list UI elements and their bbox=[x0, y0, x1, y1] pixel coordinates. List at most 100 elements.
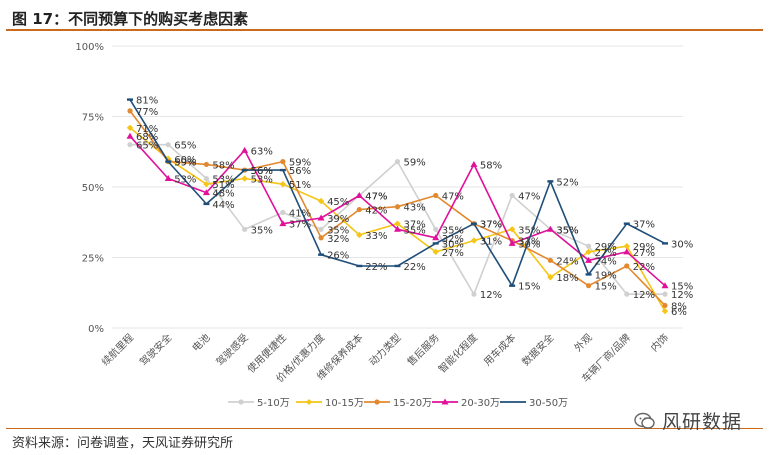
data-label: 31% bbox=[480, 237, 502, 248]
data-point bbox=[508, 226, 516, 233]
data-label: 12% bbox=[671, 290, 693, 301]
data-label: 53% bbox=[174, 175, 196, 186]
legend-label: 15-20万 bbox=[393, 398, 432, 409]
x-tick-label: 电池 bbox=[189, 331, 212, 354]
data-label: 24% bbox=[556, 256, 578, 267]
data-point bbox=[280, 209, 286, 215]
data-point bbox=[661, 307, 669, 315]
legend-label: 5-10万 bbox=[257, 398, 290, 409]
legend-label: 30-50万 bbox=[529, 398, 568, 409]
data-label: 35% bbox=[327, 225, 349, 236]
x-tick-label: 驾驶安全 bbox=[137, 331, 174, 368]
data-point bbox=[127, 142, 133, 148]
data-label: 53% bbox=[251, 175, 273, 186]
x-tick-label: 内饰 bbox=[648, 331, 671, 354]
data-point bbox=[318, 235, 324, 241]
data-point bbox=[318, 226, 324, 232]
data-label: 22% bbox=[633, 262, 655, 273]
data-label: 19% bbox=[595, 270, 617, 281]
x-tick-label: 用车成本 bbox=[481, 331, 518, 368]
data-label: 48% bbox=[212, 189, 234, 200]
data-point bbox=[394, 225, 401, 232]
data-label: 26% bbox=[327, 251, 349, 262]
data-point bbox=[624, 263, 630, 269]
data-label: 35% bbox=[251, 225, 273, 236]
data-point bbox=[509, 192, 515, 199]
legend-marker bbox=[238, 399, 244, 405]
watermark-text: 风研数据 bbox=[662, 411, 743, 433]
data-label: 30% bbox=[518, 239, 540, 250]
data-label: 29% bbox=[633, 242, 655, 253]
data-point bbox=[394, 204, 401, 210]
data-label: 59% bbox=[174, 158, 196, 169]
data-point bbox=[127, 108, 133, 114]
legend-label: 20-30万 bbox=[461, 398, 500, 409]
data-label: 43% bbox=[404, 203, 426, 214]
data-label: 47% bbox=[442, 191, 464, 202]
data-label: 59% bbox=[289, 158, 311, 169]
data-label: 81% bbox=[136, 96, 158, 107]
data-point bbox=[433, 192, 439, 199]
data-label: 63% bbox=[251, 146, 273, 157]
y-tick-label: 75% bbox=[82, 113, 104, 124]
x-tick-label: 续航里程 bbox=[99, 331, 136, 368]
data-point bbox=[585, 283, 592, 289]
data-point bbox=[317, 214, 325, 221]
data-label: 45% bbox=[327, 197, 349, 208]
data-label: 47% bbox=[365, 191, 387, 202]
legend-marker bbox=[306, 399, 312, 405]
data-label: 22% bbox=[404, 262, 426, 273]
data-label: 56% bbox=[289, 166, 311, 177]
data-label: 37% bbox=[480, 220, 502, 231]
data-point bbox=[356, 206, 362, 213]
data-label: 71% bbox=[136, 124, 158, 135]
data-label: 15% bbox=[671, 282, 693, 293]
data-label: 15% bbox=[518, 282, 540, 293]
data-label: 27% bbox=[442, 248, 464, 259]
data-label: 37% bbox=[404, 220, 426, 231]
data-point bbox=[623, 243, 630, 250]
legend: 5-10万 10-15万 15-20万 20-30万 30-50万 bbox=[228, 398, 568, 409]
data-label: 47% bbox=[365, 191, 387, 202]
data-point bbox=[585, 248, 592, 256]
data-label: 60% bbox=[174, 155, 196, 166]
data-point bbox=[394, 220, 401, 227]
data-point bbox=[546, 225, 554, 232]
data-point bbox=[432, 234, 440, 241]
source-note: 资料来源：问卷调查，天风证券研究所 bbox=[12, 436, 234, 451]
data-point bbox=[202, 189, 210, 196]
gridlines bbox=[112, 45, 683, 329]
x-tick-label: 外观 bbox=[572, 332, 595, 355]
data-point bbox=[165, 142, 171, 148]
data-point bbox=[394, 159, 401, 165]
data-label: 30% bbox=[671, 239, 693, 250]
data-point bbox=[203, 180, 210, 188]
data-label: 8% bbox=[671, 301, 687, 312]
data-point bbox=[242, 226, 248, 232]
data-label: 12% bbox=[633, 290, 655, 301]
data-label: 24% bbox=[595, 256, 617, 267]
data-label: 37% bbox=[289, 220, 311, 231]
data-point bbox=[661, 282, 669, 289]
data-point bbox=[279, 180, 287, 188]
legend-label: 10-15万 bbox=[325, 398, 364, 409]
data-point bbox=[547, 274, 554, 281]
data-label: 30% bbox=[442, 239, 464, 250]
data-point bbox=[279, 220, 287, 227]
data-label: 52% bbox=[556, 177, 578, 188]
data-label: 56% bbox=[251, 166, 273, 177]
data-point bbox=[164, 175, 172, 182]
data-point bbox=[433, 226, 439, 232]
data-label: 22% bbox=[365, 262, 387, 273]
data-label: 58% bbox=[480, 160, 502, 171]
data-point bbox=[470, 160, 478, 167]
data-point bbox=[623, 248, 631, 255]
data-label: 65% bbox=[174, 141, 196, 152]
data-label: 12% bbox=[480, 290, 502, 301]
data-label: 39% bbox=[327, 214, 349, 225]
data-label: 29% bbox=[595, 242, 617, 253]
data-label: 59% bbox=[174, 158, 196, 169]
data-label: 37% bbox=[633, 220, 655, 231]
data-label: 35% bbox=[556, 225, 578, 236]
data-labels: 65% 65% 53% 35% 41% 35% 47% 59% 35% 12% 47% 35% 29% 1… bbox=[136, 96, 693, 318]
